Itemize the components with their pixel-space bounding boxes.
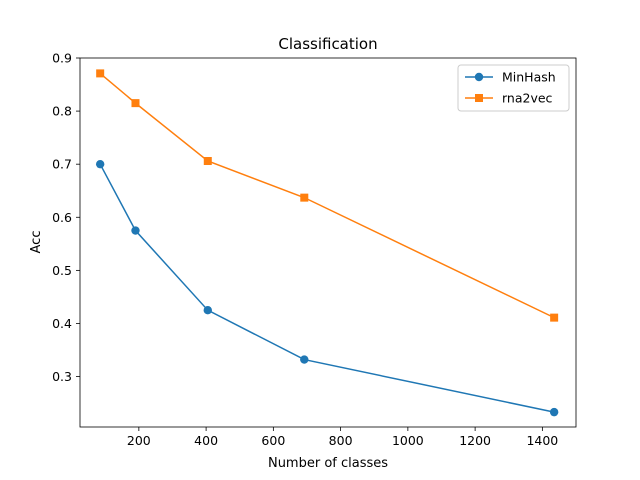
x-axis-label: Number of classes xyxy=(268,456,388,471)
y-tick-label: 0.5 xyxy=(52,263,72,278)
y-axis-label: Acc xyxy=(29,231,44,254)
data-point xyxy=(300,193,309,202)
x-tick-label: 1400 xyxy=(526,433,558,448)
legend-label-1: MinHash xyxy=(502,70,556,85)
axes-frame xyxy=(79,57,577,428)
data-point xyxy=(550,313,559,322)
y-tick-label: 0.7 xyxy=(52,157,72,172)
data-point xyxy=(95,159,105,169)
data-point xyxy=(549,407,559,417)
data-point xyxy=(131,99,140,108)
plot-area xyxy=(95,69,559,417)
data-point xyxy=(203,305,212,315)
data-point xyxy=(131,226,140,235)
x-tick-label: 400 xyxy=(194,433,218,448)
y-tick-label: 0.6 xyxy=(52,210,72,225)
x-tick-label: 1000 xyxy=(392,433,424,448)
legend-label-2: rna2vec xyxy=(502,91,553,106)
legend-marker-1 xyxy=(474,72,484,82)
y-tick-label: 0.9 xyxy=(52,51,72,66)
series-line-1 xyxy=(99,163,555,413)
axes: 200 400 600 800 1000 1200 1400 0.3 0.4 0.5 0.6 0.7 0… xyxy=(52,51,577,448)
y-tick-label: 0.4 xyxy=(52,316,72,331)
chart-title: Classification xyxy=(278,35,377,53)
y-tick-label: 0.3 xyxy=(52,369,72,384)
x-tick-label: 600 xyxy=(261,433,285,448)
data-point xyxy=(96,69,105,78)
data-point xyxy=(203,157,212,166)
x-tick-label: 1200 xyxy=(459,433,491,448)
x-tick-label: 800 xyxy=(329,433,353,448)
y-tick-label: 0.8 xyxy=(52,104,72,119)
legend-marker-2 xyxy=(475,94,483,102)
data-point xyxy=(300,355,309,364)
legend: MinHash rna2vec xyxy=(457,64,570,112)
x-tick-label: 200 xyxy=(127,433,151,448)
